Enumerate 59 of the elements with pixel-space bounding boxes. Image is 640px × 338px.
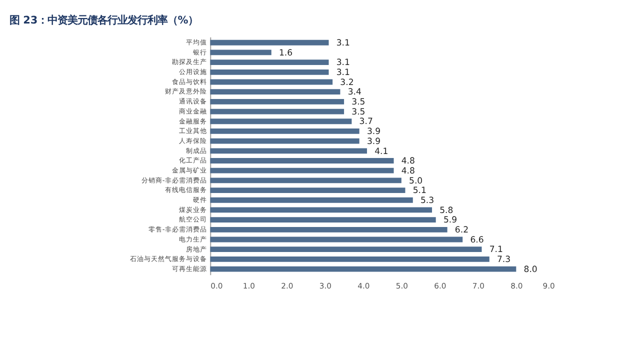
data-label: 7.3: [496, 255, 511, 266]
x-tick-label: 1.0: [242, 281, 256, 290]
data-label: 3.2: [340, 78, 354, 88]
data-label: 3.5: [352, 98, 366, 108]
bar: [210, 98, 344, 104]
data-label: 4.1: [374, 146, 388, 157]
x-tick-label: 7.0: [472, 281, 485, 290]
data-label: 5.0: [409, 176, 423, 186]
data-label: 3.1: [336, 68, 350, 78]
bar: [210, 138, 360, 144]
data-label: 3.5: [352, 107, 366, 118]
bar: [210, 197, 413, 203]
bar: [210, 118, 352, 124]
data-label: 5.9: [443, 216, 458, 226]
bar: [210, 158, 394, 164]
data-label: 5.1: [412, 186, 426, 196]
bar: [210, 50, 272, 56]
data-label: 5.8: [440, 206, 454, 216]
x-tick-label: 9.0: [542, 281, 556, 290]
data-label: 3.1: [336, 58, 350, 68]
x-tick-label: 0.0: [210, 281, 223, 290]
bar: [210, 246, 482, 252]
data-label: 3.9: [366, 127, 381, 138]
bar: [210, 226, 448, 232]
bar: [210, 69, 329, 75]
bar: [210, 236, 463, 242]
bar: [210, 148, 367, 154]
data-label: 3.7: [359, 117, 373, 128]
bar: [210, 168, 394, 174]
x-tick-label: 6.0: [434, 281, 446, 290]
data-label: 3.9: [366, 136, 381, 147]
data-label: 4.8: [401, 156, 415, 167]
bar: [210, 128, 360, 134]
data-label: 5.3: [420, 196, 434, 206]
bar: [210, 256, 490, 262]
x-tick-label: 5.0: [396, 281, 408, 290]
bar: [210, 108, 344, 114]
data-label: 6.2: [454, 226, 469, 236]
x-tick-label: 8.0: [510, 281, 523, 290]
bar: [210, 207, 432, 213]
data-label: 4.8: [401, 166, 415, 176]
data-label: 3.4: [348, 88, 362, 98]
bar: [210, 178, 402, 184]
bar: [210, 60, 329, 66]
data-label: 1.6: [278, 48, 293, 58]
data-label: 7.1: [489, 245, 503, 256]
bar: [210, 217, 436, 223]
bar: [210, 40, 329, 46]
data-label: 6.6: [470, 235, 484, 246]
x-tick-label: 3.0: [319, 281, 332, 290]
bar: [210, 266, 516, 272]
bar: [210, 188, 406, 193]
bar: [210, 79, 333, 85]
data-label: 8.0: [524, 264, 538, 275]
bar: [210, 89, 340, 95]
data-label: 3.1: [336, 38, 350, 48]
x-tick-label: 4.0: [358, 281, 370, 290]
text: 图 23：中资美元债各行业发行利率（%）: [10, 14, 198, 27]
x-tick-label: 2.0: [281, 281, 294, 290]
